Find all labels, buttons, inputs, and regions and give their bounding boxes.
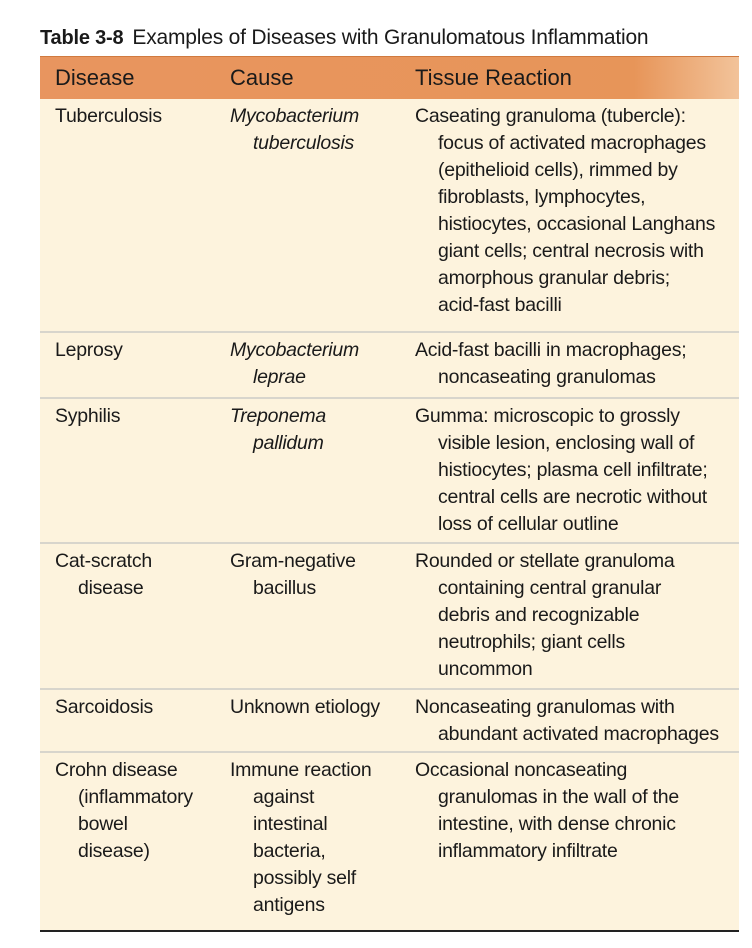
cell-tissue-reaction-line: amorphous granular debris; — [438, 267, 670, 289]
table-caption: Table 3-8 Examples of Diseases with Gran… — [40, 0, 739, 56]
header-disease: Disease — [55, 65, 135, 90]
table-row: Syphilis Treponema pallidum Gumma: microsco… — [40, 399, 739, 544]
cell-tissue-reaction-line: Acid-fast bacilli in macrophages; — [415, 339, 687, 361]
cell-disease: Crohn disease (inflammatory bowel disease) — [40, 757, 215, 930]
cell-cause: Mycobacterium leprae — [215, 337, 400, 397]
cell-tissue-reaction-line: visible lesion, enclosing wall of — [438, 432, 695, 454]
cell-cause-line: against — [253, 786, 315, 808]
table-row: Tuberculosis Mycobacterium tuberculosis Cas… — [40, 99, 739, 333]
cell-tissue-reaction-line: noncaseating granulomas — [438, 366, 656, 388]
table-row: Crohn disease (inflammatory bowel disease) I… — [40, 753, 739, 930]
cell-disease-line: disease) — [78, 840, 150, 862]
cell-tissue-reaction-line: fibroblasts, lymphocytes, — [438, 186, 646, 208]
cell-disease: Leprosy — [40, 337, 215, 397]
cell-disease-line: Crohn disease — [55, 759, 178, 781]
cell-tissue-reaction-line: histiocytes; plasma cell infiltrate; — [438, 459, 708, 481]
cell-cause: Gram-negative bacillus — [215, 548, 400, 688]
cell-cause-line: intestinal — [253, 813, 328, 835]
cell-disease-line: Cat-scratch — [55, 550, 152, 572]
cell-disease-line: Sarcoidosis — [55, 696, 154, 718]
cell-cause-line: Treponema — [230, 405, 327, 427]
cell-tissue-reaction: Acid-fast bacilli in macrophages; noncase… — [400, 337, 739, 397]
cell-tissue-reaction: Noncaseating granulomas with abundant act… — [400, 694, 739, 751]
cell-cause-line: bacteria, — [253, 840, 326, 862]
cell-cause: Mycobacterium tuberculosis — [215, 103, 400, 331]
cell-tissue-reaction-line: (epithelioid cells), rimmed by — [438, 159, 678, 181]
cell-disease: Sarcoidosis — [40, 694, 215, 751]
cell-disease: Syphilis — [40, 403, 215, 542]
cell-tissue-reaction-line: Occasional noncaseating — [415, 759, 628, 781]
cell-tissue-reaction: Rounded or stellate granuloma containing … — [400, 548, 739, 688]
cell-tissue-reaction-line: inflammatory infiltrate — [438, 840, 618, 862]
cell-tissue-reaction-line: abundant activated macrophages — [438, 723, 719, 745]
cell-disease: Tuberculosis — [40, 103, 215, 331]
header-cause: Cause — [230, 65, 294, 90]
cell-tissue-reaction-line: Caseating granuloma (tubercle): — [415, 105, 686, 127]
cell-tissue-reaction-line: neutrophils; giant cells — [438, 631, 625, 653]
cell-tissue-reaction-line: central cells are necrotic without — [438, 486, 707, 508]
cell-cause-line: Mycobacterium — [230, 339, 359, 361]
cell-cause-line: pallidum — [253, 432, 324, 454]
table-body: Tuberculosis Mycobacterium tuberculosis Cas… — [40, 99, 739, 930]
cell-cause-line: leprae — [253, 366, 306, 388]
table-title: Examples of Diseases with Granulomatous … — [132, 26, 649, 49]
cell-cause-line: Mycobacterium — [230, 105, 359, 127]
cell-tissue-reaction: Gumma: microscopic to grossly visible les… — [400, 403, 739, 542]
cell-tissue-reaction-line: Noncaseating granulomas with — [415, 696, 675, 718]
cell-tissue-reaction-line: intestine, with dense chronic — [438, 813, 676, 835]
cell-disease-line: (inflammatory — [78, 786, 193, 808]
cell-cause-line: tuberculosis — [253, 132, 355, 154]
table-document: Table 3-8 Examples of Diseases with Gran… — [40, 0, 739, 932]
cell-tissue-reaction-line: acid-fast bacilli — [438, 294, 562, 316]
cell-disease-line: disease — [78, 577, 144, 599]
cell-disease-line: bowel — [78, 813, 128, 835]
cell-disease-line: Tuberculosis — [55, 105, 162, 127]
table-row: Cat-scratch disease Gram-negative bacillus R… — [40, 544, 739, 690]
cell-tissue-reaction-line: Gumma: microscopic to grossly — [415, 405, 680, 427]
cell-tissue-reaction-line: loss of cellular outline — [438, 513, 619, 535]
cell-tissue-reaction: Occasional noncaseating granulomas in the… — [400, 757, 739, 930]
granulomatous-diseases-table: Disease Cause Tissue Reaction Tuberculos… — [40, 56, 739, 932]
cell-cause-line: bacillus — [253, 577, 317, 599]
cell-tissue-reaction-line: containing central granular — [438, 577, 662, 599]
cell-disease-line: Syphilis — [55, 405, 121, 427]
cell-tissue-reaction: Caseating granuloma (tubercle): focus of … — [400, 103, 739, 331]
cell-cause-line: Immune reaction — [230, 759, 372, 781]
cell-tissue-reaction-line: uncommon — [438, 658, 533, 680]
cell-cause: Immune reaction against intestinal bacteria… — [215, 757, 400, 930]
cell-cause-line: Unknown etiology — [230, 696, 380, 718]
cell-tissue-reaction-line: granulomas in the wall of the — [438, 786, 679, 808]
table-header-row: Disease Cause Tissue Reaction — [40, 56, 739, 99]
cell-tissue-reaction-line: Rounded or stellate granuloma — [415, 550, 675, 572]
cell-disease: Cat-scratch disease — [40, 548, 215, 688]
cell-tissue-reaction-line: debris and recognizable — [438, 604, 640, 626]
table-row: Sarcoidosis Unknown etiology Noncaseating … — [40, 690, 739, 753]
header-tissue-reaction: Tissue Reaction — [415, 65, 572, 90]
cell-cause-line: Gram-negative — [230, 550, 356, 572]
cell-cause-line: possibly self — [253, 867, 356, 889]
cell-cause: Unknown etiology — [215, 694, 400, 751]
cell-disease-line: Leprosy — [55, 339, 123, 361]
cell-tissue-reaction-line: histiocytes, occasional Langhans — [438, 213, 716, 235]
cell-cause-line: antigens — [253, 894, 325, 916]
table-row: Leprosy Mycobacterium leprae Acid-fast baci… — [40, 333, 739, 399]
cell-cause: Treponema pallidum — [215, 403, 400, 542]
cell-tissue-reaction-line: giant cells; central necrosis with — [438, 240, 704, 262]
table-number: Table 3-8 — [40, 27, 124, 49]
cell-tissue-reaction-line: focus of activated macrophages — [438, 132, 706, 154]
